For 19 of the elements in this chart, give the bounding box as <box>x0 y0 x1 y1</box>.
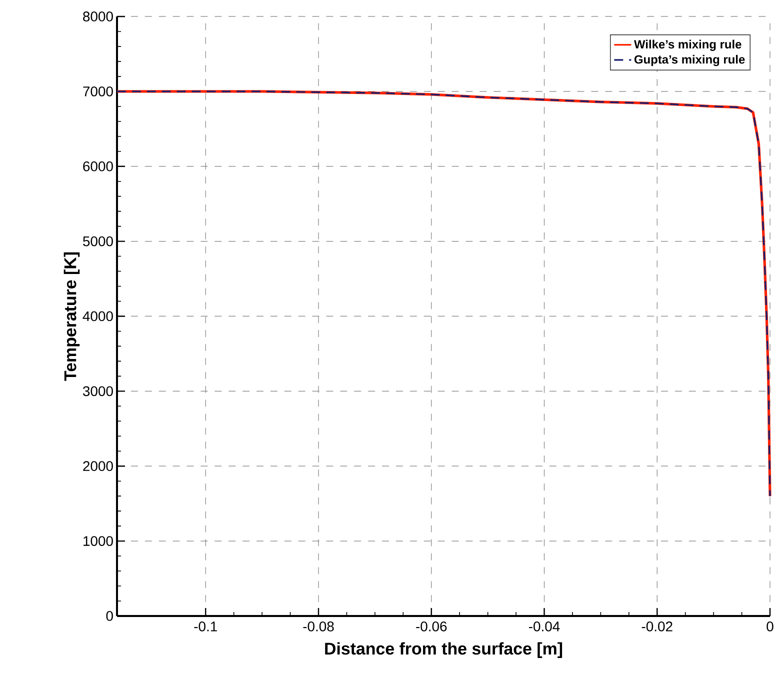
y-tick-label: 1000 <box>84 536 113 546</box>
x-tick-label: -0.08 <box>303 621 334 632</box>
y-tick-label: 0 <box>106 611 113 621</box>
y-tick-label: 2000 <box>83 461 113 472</box>
y-axis-title: Temperature [K] <box>64 252 80 381</box>
y-tick-label: 8000 <box>83 12 113 22</box>
y-tick-label: 5000 <box>83 236 113 246</box>
x-tick-label: -0.04 <box>528 621 560 632</box>
legend-label: Wilke’s mixing rule <box>634 40 742 51</box>
y-tick-label: 3000 <box>82 386 113 396</box>
legend-label: Gupta’s mixing rule <box>634 54 745 66</box>
y-tick-label: 6000 <box>83 161 113 172</box>
y-tick-label: 7000 <box>83 86 113 96</box>
x-tick-label: -0.02 <box>642 621 672 632</box>
x-axis-title: Distance from the surface [m] <box>325 642 562 658</box>
x-tick-label: 0 <box>766 621 774 632</box>
y-tick-label: 4000 <box>82 311 113 322</box>
x-tick-label: -0.1 <box>194 621 217 632</box>
x-tick-label: -0.06 <box>416 621 447 632</box>
